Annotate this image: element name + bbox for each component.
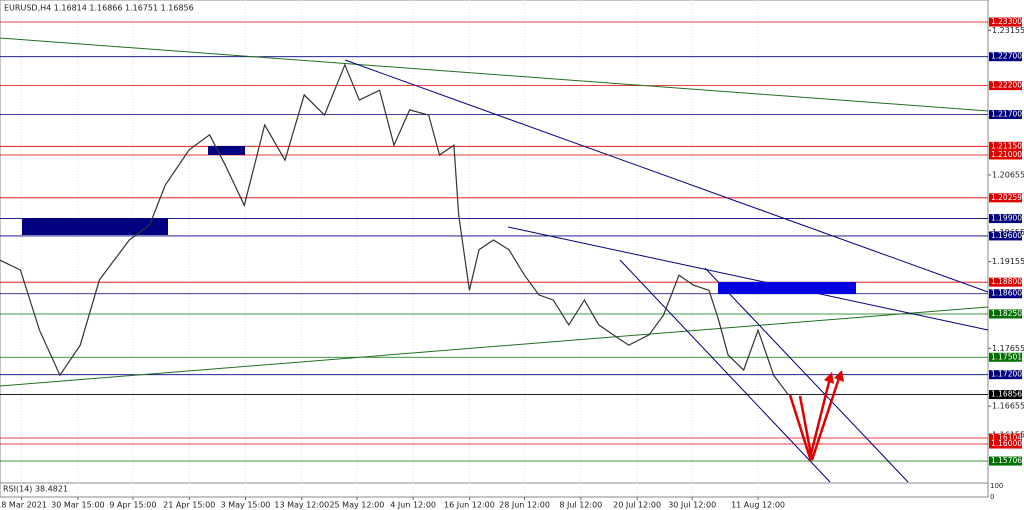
trend-line	[0, 37, 989, 112]
level-tag	[989, 433, 1022, 443]
zone	[208, 146, 245, 155]
level-label: 1.16000	[991, 439, 1022, 448]
drawings	[0, 37, 989, 483]
level-tag	[989, 150, 1022, 160]
level-tag	[989, 277, 1022, 287]
x-tick-label: 13 May 12:00	[274, 501, 329, 510]
level-label: 1.22700	[991, 52, 1022, 61]
x-tick-label: 18 Mar 2021	[0, 501, 47, 510]
trend-line	[344, 59, 989, 293]
x-tick-label: 30 Jul 12:00	[668, 501, 716, 510]
level-tag	[989, 231, 1022, 241]
level-label: 1.21700	[991, 110, 1022, 119]
level-tag	[989, 193, 1022, 203]
levels-layer	[0, 21, 988, 462]
plot-frame	[0, 0, 989, 498]
level-label: 1.19900	[991, 214, 1022, 223]
level-tag	[989, 110, 1022, 120]
level-tag	[989, 370, 1022, 380]
level-label: 1.19600	[991, 231, 1022, 240]
level-tag	[989, 456, 1022, 466]
x-tick-label: 28 Jun 12:00	[499, 501, 550, 510]
level-label: 1.21150	[991, 141, 1022, 150]
x-tick-label: 9 Apr 15:00	[109, 501, 156, 510]
level-tag	[989, 309, 1022, 319]
trend-line	[507, 226, 989, 331]
trend-line	[0, 306, 989, 387]
level-tag	[989, 439, 1022, 449]
rsi-tick-label: 100	[990, 482, 1003, 490]
y-tick-label: 1.17655	[992, 344, 1024, 353]
level-label: 1.17501	[991, 352, 1022, 361]
arrow-head	[834, 370, 844, 382]
x-tick-label: 30 Mar 15:00	[51, 501, 104, 510]
x-tick-label: 16 Jun 12:00	[444, 501, 495, 510]
x-tick-label: 21 Apr 15:00	[163, 501, 215, 510]
x-tick-label: 25 May 12:00	[329, 501, 384, 510]
series-layer	[0, 63, 789, 395]
y-tick-label: 1.16655	[992, 402, 1024, 411]
level-label: 1.23300	[991, 17, 1022, 26]
level-label: 1.17200	[991, 370, 1022, 379]
zone	[22, 218, 168, 235]
level-tag	[989, 52, 1022, 62]
chart-title: EURUSD,H4 1.16814 1.16866 1.16751 1.1685…	[4, 4, 194, 13]
x-tick-label: 8 Jul 12:00	[559, 501, 602, 510]
level-label: 1.22200	[991, 81, 1022, 90]
level-label: 1.18800	[991, 277, 1022, 286]
y-tick-label: 1.20655	[992, 170, 1024, 179]
zone	[718, 282, 856, 294]
channel-line	[704, 267, 909, 483]
y-tick-label: 1.19155	[992, 257, 1024, 266]
rsi-tick-label: 0	[990, 493, 994, 501]
level-tag	[989, 81, 1022, 91]
x-tick-label: 3 May 15:00	[221, 501, 271, 510]
x-tick-label: 20 Jul 12:00	[613, 501, 661, 510]
arrow	[798, 374, 842, 461]
level-tag	[989, 352, 1022, 362]
level-label: 1.18250	[991, 309, 1022, 318]
level-tag	[989, 17, 1022, 27]
arrow-head	[824, 372, 834, 384]
level-tag	[989, 289, 1022, 299]
rsi-label: RSI(14) 38.4821	[3, 485, 68, 494]
x-tick-label: 4 Jun 12:00	[390, 501, 436, 510]
level-tag	[989, 141, 1022, 151]
level-label: 1.16104	[991, 433, 1022, 442]
arrow	[788, 377, 832, 463]
price-line	[0, 63, 789, 395]
grid-layer	[21, 0, 759, 497]
level-tag	[989, 214, 1022, 224]
level-label: 1.18600	[991, 289, 1022, 298]
level-tag	[989, 390, 1022, 400]
level-label: 1.20259	[991, 193, 1022, 202]
level-label: 1.21000	[991, 150, 1022, 159]
x-tick-label: 11 Aug 12:00	[731, 501, 785, 510]
level-label: 1.15706	[991, 456, 1022, 465]
y-tick-label: 1.23155	[992, 26, 1024, 35]
channel-line	[619, 259, 831, 483]
level-label: 1.16856	[991, 390, 1022, 399]
